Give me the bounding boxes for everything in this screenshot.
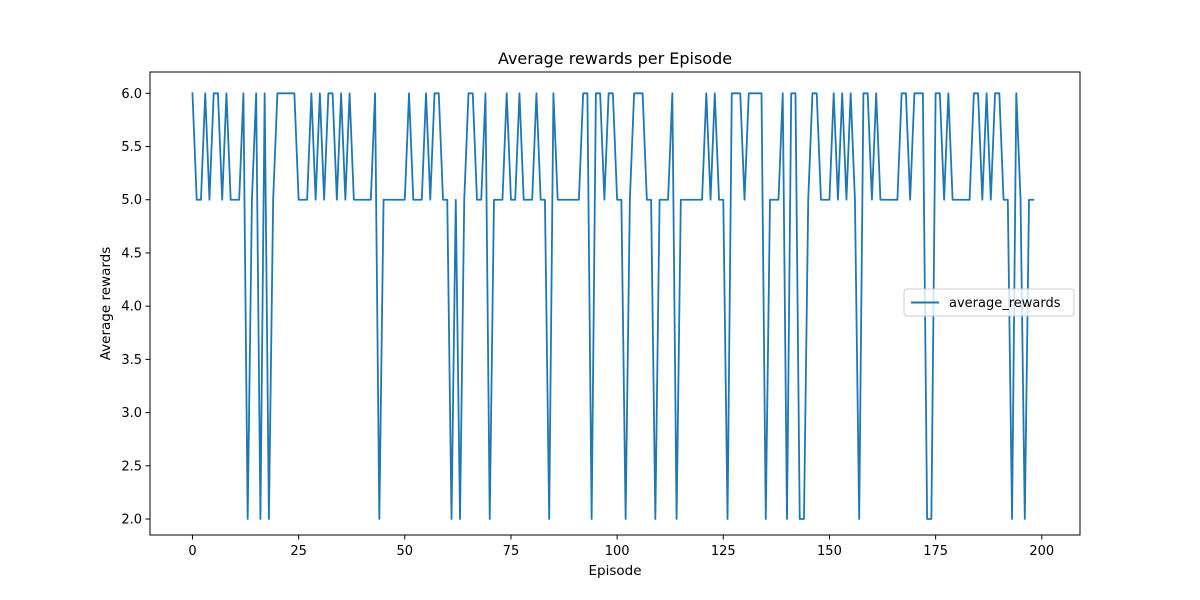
y-tick-label: 3.0 xyxy=(121,406,142,421)
y-tick-label: 4.5 xyxy=(121,246,142,261)
x-tick-label: 75 xyxy=(503,544,520,559)
x-tick-label: 0 xyxy=(188,544,196,559)
x-axis-ticks: 0 25 50 75 100 125 150 175 200 xyxy=(188,535,1054,559)
x-tick-label: 50 xyxy=(397,544,414,559)
x-tick-label: 200 xyxy=(1029,544,1054,559)
legend-label-average-rewards: average_rewards xyxy=(949,296,1061,311)
y-tick-label: 5.0 xyxy=(121,193,142,208)
y-axis-label: Average rewards xyxy=(98,247,114,361)
y-tick-label: 6.0 xyxy=(121,87,142,102)
x-tick-label: 175 xyxy=(923,544,948,559)
plot-area xyxy=(149,71,1081,536)
legend-box xyxy=(903,288,1075,317)
x-tick-label: 125 xyxy=(711,544,736,559)
series-line-average-rewards xyxy=(191,92,1035,520)
chart-title: Average rewards per Episode xyxy=(498,49,732,68)
series-layer xyxy=(191,92,1035,520)
y-tick-label: 3.5 xyxy=(121,353,142,368)
y-tick-label: 2.5 xyxy=(121,459,142,474)
x-tick-label: 150 xyxy=(817,544,842,559)
y-tick-label: 4.0 xyxy=(121,300,142,315)
legend: average_rewards xyxy=(903,288,1075,317)
y-tick-label: 2.0 xyxy=(121,513,142,528)
y-axis-ticks: 2.0 2.5 3.0 3.5 4.0 4.5 5.0 5.5 6.0 xyxy=(121,87,150,528)
x-axis-label: Episode xyxy=(588,563,641,579)
plot-frame xyxy=(149,71,1081,536)
y-tick-label: 5.5 xyxy=(121,140,142,155)
x-tick-label: 100 xyxy=(605,544,630,559)
x-tick-label: 25 xyxy=(290,544,307,559)
